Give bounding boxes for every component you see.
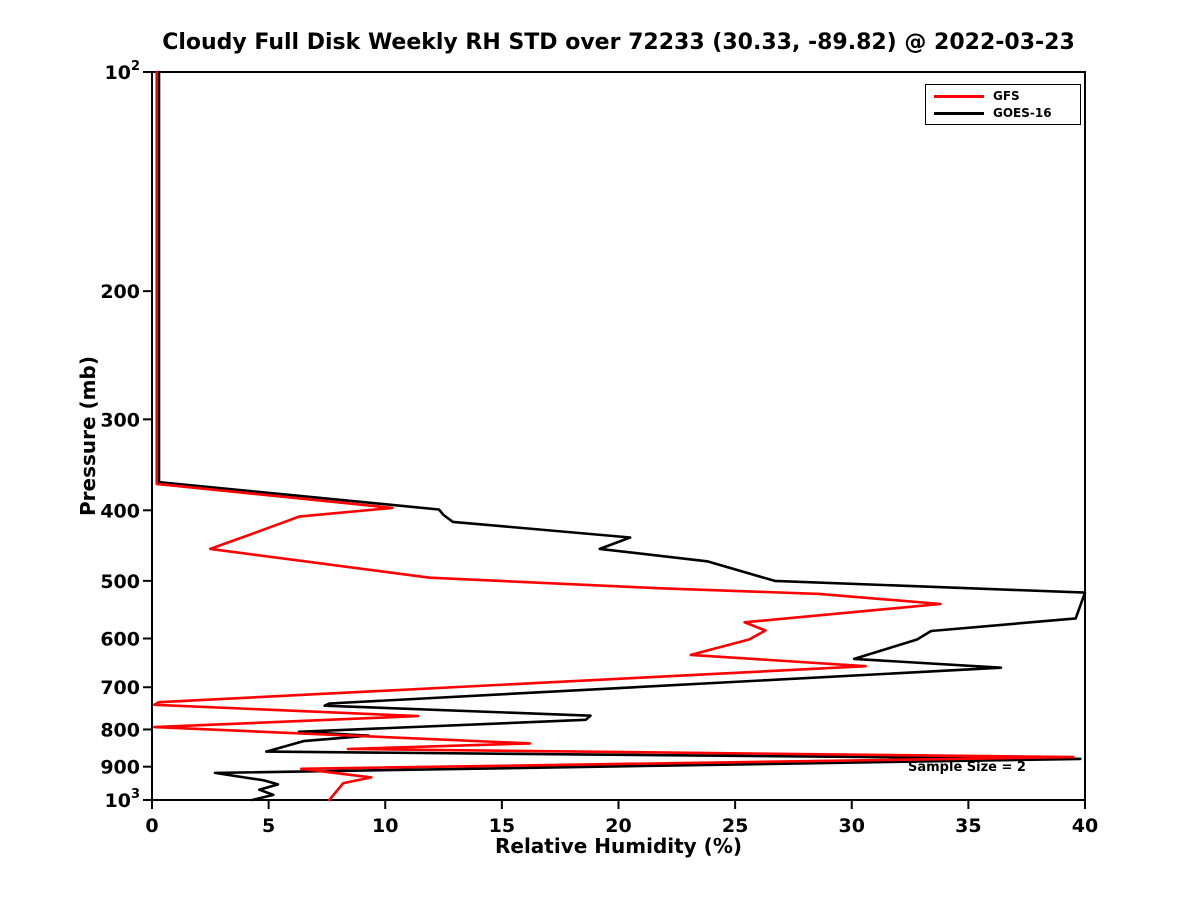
axes-box xyxy=(151,71,1086,801)
series-line-goes-16 xyxy=(157,70,1087,802)
legend-item-goes16: GOES-16 xyxy=(934,107,1072,119)
x-tick-label: 30 xyxy=(839,815,865,837)
y-tick-label: 600 xyxy=(100,628,140,650)
series-line-gfs xyxy=(153,70,1075,802)
legend-line-goes16-icon xyxy=(934,111,984,115)
y-axis-label: Pressure (mb) xyxy=(76,356,100,516)
x-tick-label: 0 xyxy=(145,815,158,837)
sample-size-annotation: Sample Size = 2 xyxy=(908,760,1026,775)
legend-label-goes16: GOES-16 xyxy=(993,106,1052,120)
x-tick-label: 35 xyxy=(955,815,981,837)
legend: GFS GOES-16 xyxy=(925,84,1081,125)
y-tick-label: 700 xyxy=(100,677,140,699)
y-tick-label: 500 xyxy=(100,571,140,593)
y-tick-label: 400 xyxy=(100,500,140,522)
y-tick-label: 102 xyxy=(105,59,141,84)
legend-item-gfs: GFS xyxy=(934,90,1072,102)
x-tick-label: 40 xyxy=(1072,815,1098,837)
x-tick-label: 20 xyxy=(605,815,631,837)
y-tick-label: 103 xyxy=(105,787,141,812)
chart-title: Cloudy Full Disk Weekly RH STD over 7223… xyxy=(162,30,1075,55)
legend-line-gfs-icon xyxy=(934,94,984,98)
y-tick-label: 900 xyxy=(100,757,140,779)
x-tick-label: 15 xyxy=(489,815,515,837)
y-tick-label: 300 xyxy=(100,409,140,431)
x-axis-label: Relative Humidity (%) xyxy=(494,834,743,858)
y-tick-label: 200 xyxy=(100,281,140,303)
x-tick-label: 5 xyxy=(262,815,275,837)
x-tick-label: 25 xyxy=(722,815,748,837)
x-tick-label: 10 xyxy=(372,815,398,837)
y-tick-label: 800 xyxy=(100,719,140,741)
legend-label-gfs: GFS xyxy=(993,89,1020,103)
